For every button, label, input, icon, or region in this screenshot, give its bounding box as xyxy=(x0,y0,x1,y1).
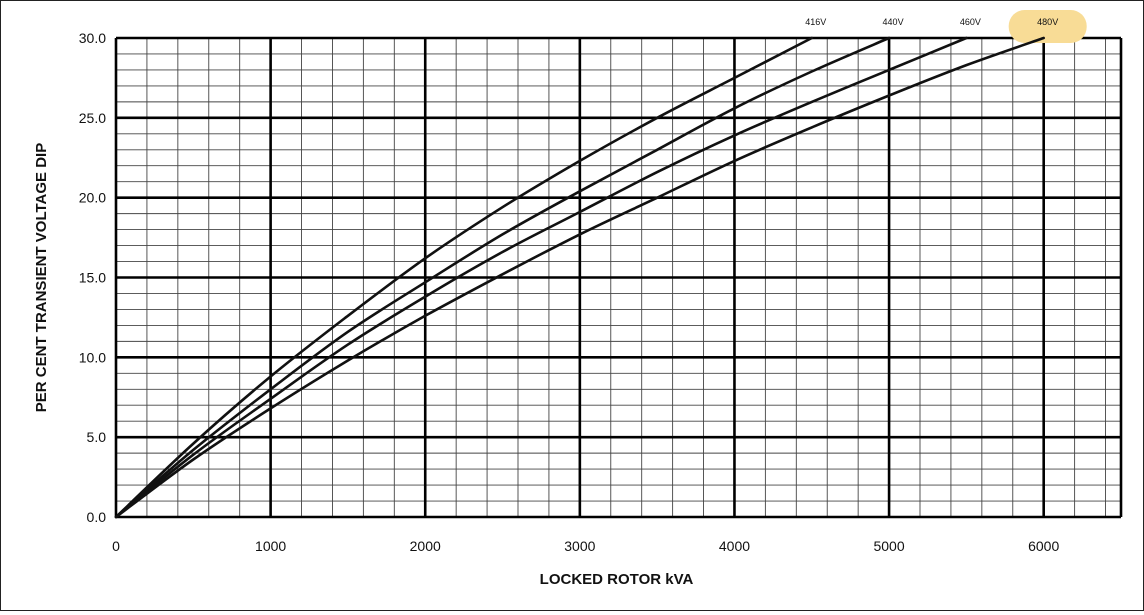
series-curve-416v xyxy=(114,36,814,519)
x-tick-label-6: 6000 xyxy=(1028,538,1059,554)
series-curves xyxy=(114,36,1045,519)
series-label-440v: 440V xyxy=(883,17,904,27)
x-tick-label-0: 0 xyxy=(112,538,120,554)
series-highlights xyxy=(1008,10,1087,43)
x-axis-title: LOCKED ROTOR kVA xyxy=(540,571,694,588)
series-curve-440v xyxy=(114,36,891,519)
y-axis-title: PER CENT TRANSIENT VOLTAGE DIP xyxy=(33,143,50,412)
series-curve-460v xyxy=(114,36,968,519)
series-curve-480v xyxy=(114,36,1045,519)
series-labels: 416V 440V 460V 480V xyxy=(805,17,1058,27)
y-tick-label-6: 30.0 xyxy=(79,30,106,46)
grid-major xyxy=(114,36,1123,519)
x-tick-label-3: 3000 xyxy=(564,538,595,554)
x-tick-label-1: 1000 xyxy=(255,538,286,554)
y-tick-label-0: 0.0 xyxy=(87,509,107,525)
series-label-480v: 480V xyxy=(1037,17,1058,27)
x-tick-label-2: 2000 xyxy=(410,538,441,554)
y-tick-labels: 0.0 5.0 10.0 15.0 20.0 25.0 30.0 xyxy=(79,30,106,525)
series-label-highlight-480v xyxy=(1008,10,1087,43)
y-tick-label-5: 25.0 xyxy=(79,110,106,126)
series-label-416v: 416V xyxy=(805,17,826,27)
y-tick-label-1: 5.0 xyxy=(87,429,107,445)
y-tick-label-3: 15.0 xyxy=(79,270,106,286)
x-tick-label-5: 5000 xyxy=(873,538,904,554)
x-tick-labels: 0 1000 2000 3000 4000 5000 6000 xyxy=(112,538,1059,554)
series-label-460v: 460V xyxy=(960,17,981,27)
y-tick-label-2: 10.0 xyxy=(79,349,106,365)
y-tick-label-4: 20.0 xyxy=(79,190,106,206)
x-tick-label-4: 4000 xyxy=(719,538,750,554)
